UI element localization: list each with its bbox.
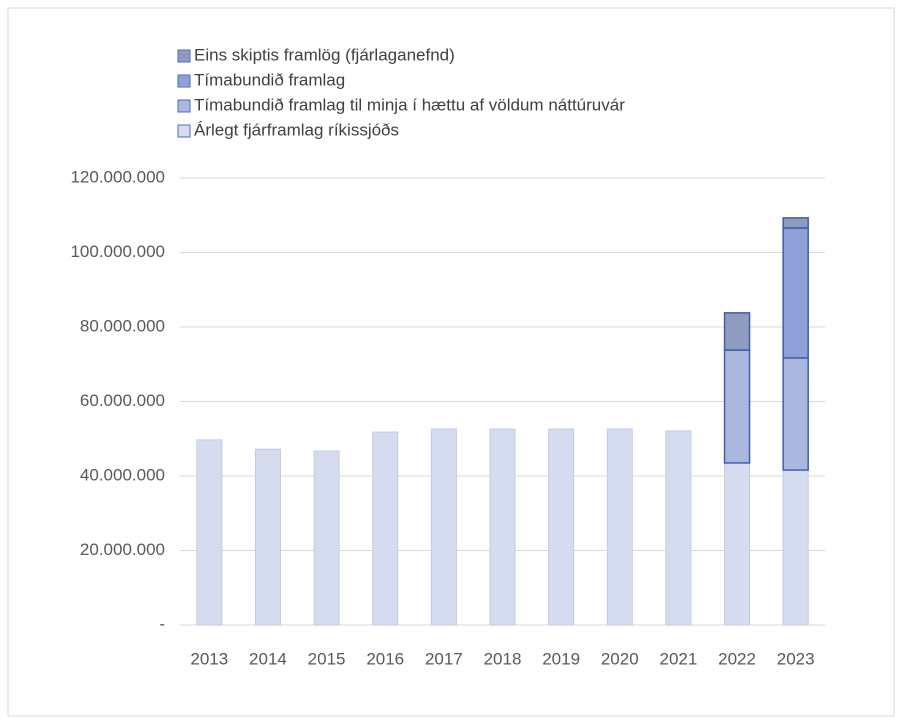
bar-segment bbox=[254, 448, 281, 626]
x-tick-label: 2022 bbox=[718, 649, 756, 668]
bar-segment bbox=[782, 217, 809, 229]
x-tick-label: 2023 bbox=[777, 649, 815, 668]
bar-segment bbox=[489, 428, 516, 626]
bar-segment bbox=[196, 439, 223, 626]
bar-segment bbox=[782, 227, 809, 359]
bar-segment bbox=[665, 430, 692, 626]
legend-label: Tímabundið framlag til minja í hættu af … bbox=[194, 95, 625, 114]
y-tick-label: 60.000.000 bbox=[80, 391, 165, 410]
x-tick-label: 2016 bbox=[366, 649, 404, 668]
bar-segment bbox=[548, 428, 575, 626]
bar-segment bbox=[430, 428, 457, 626]
bar-segment bbox=[724, 462, 751, 626]
x-tick-label: 2014 bbox=[249, 649, 287, 668]
legend-swatch bbox=[177, 49, 191, 63]
bar-segment bbox=[313, 450, 340, 626]
x-tick-label: 2018 bbox=[484, 649, 522, 668]
x-tick-label: 2020 bbox=[601, 649, 639, 668]
y-tick-label: 100.000.000 bbox=[70, 242, 165, 261]
x-tick-label: 2017 bbox=[425, 649, 463, 668]
legend-label: Eins skiptis framlög (fjárlaganefnd) bbox=[194, 45, 455, 64]
bar-segment bbox=[723, 349, 751, 464]
x-tick-label: 2021 bbox=[659, 649, 697, 668]
legend-label: Árlegt fjárframlag ríkissjóðs bbox=[194, 120, 399, 139]
legend-swatch bbox=[177, 99, 191, 113]
y-tick-label: 20.000.000 bbox=[80, 540, 165, 559]
y-tick-label: - bbox=[159, 614, 165, 633]
x-tick-label: 2019 bbox=[542, 649, 580, 668]
bar-segment bbox=[606, 428, 633, 626]
bar-segment bbox=[723, 312, 751, 351]
y-tick-label: 40.000.000 bbox=[80, 465, 165, 484]
legend-label: Tímabundið framlag bbox=[194, 70, 345, 89]
x-tick-label: 2013 bbox=[190, 649, 228, 668]
bar-segment bbox=[372, 431, 399, 626]
legend-swatch bbox=[177, 74, 191, 88]
legend-swatch bbox=[177, 124, 191, 138]
y-tick-label: 80.000.000 bbox=[80, 316, 165, 335]
chart-frame bbox=[7, 7, 895, 717]
x-tick-label: 2015 bbox=[308, 649, 346, 668]
y-tick-label: 120.000.000 bbox=[70, 167, 165, 186]
bar-segment bbox=[782, 469, 809, 626]
bar-segment bbox=[782, 357, 809, 471]
